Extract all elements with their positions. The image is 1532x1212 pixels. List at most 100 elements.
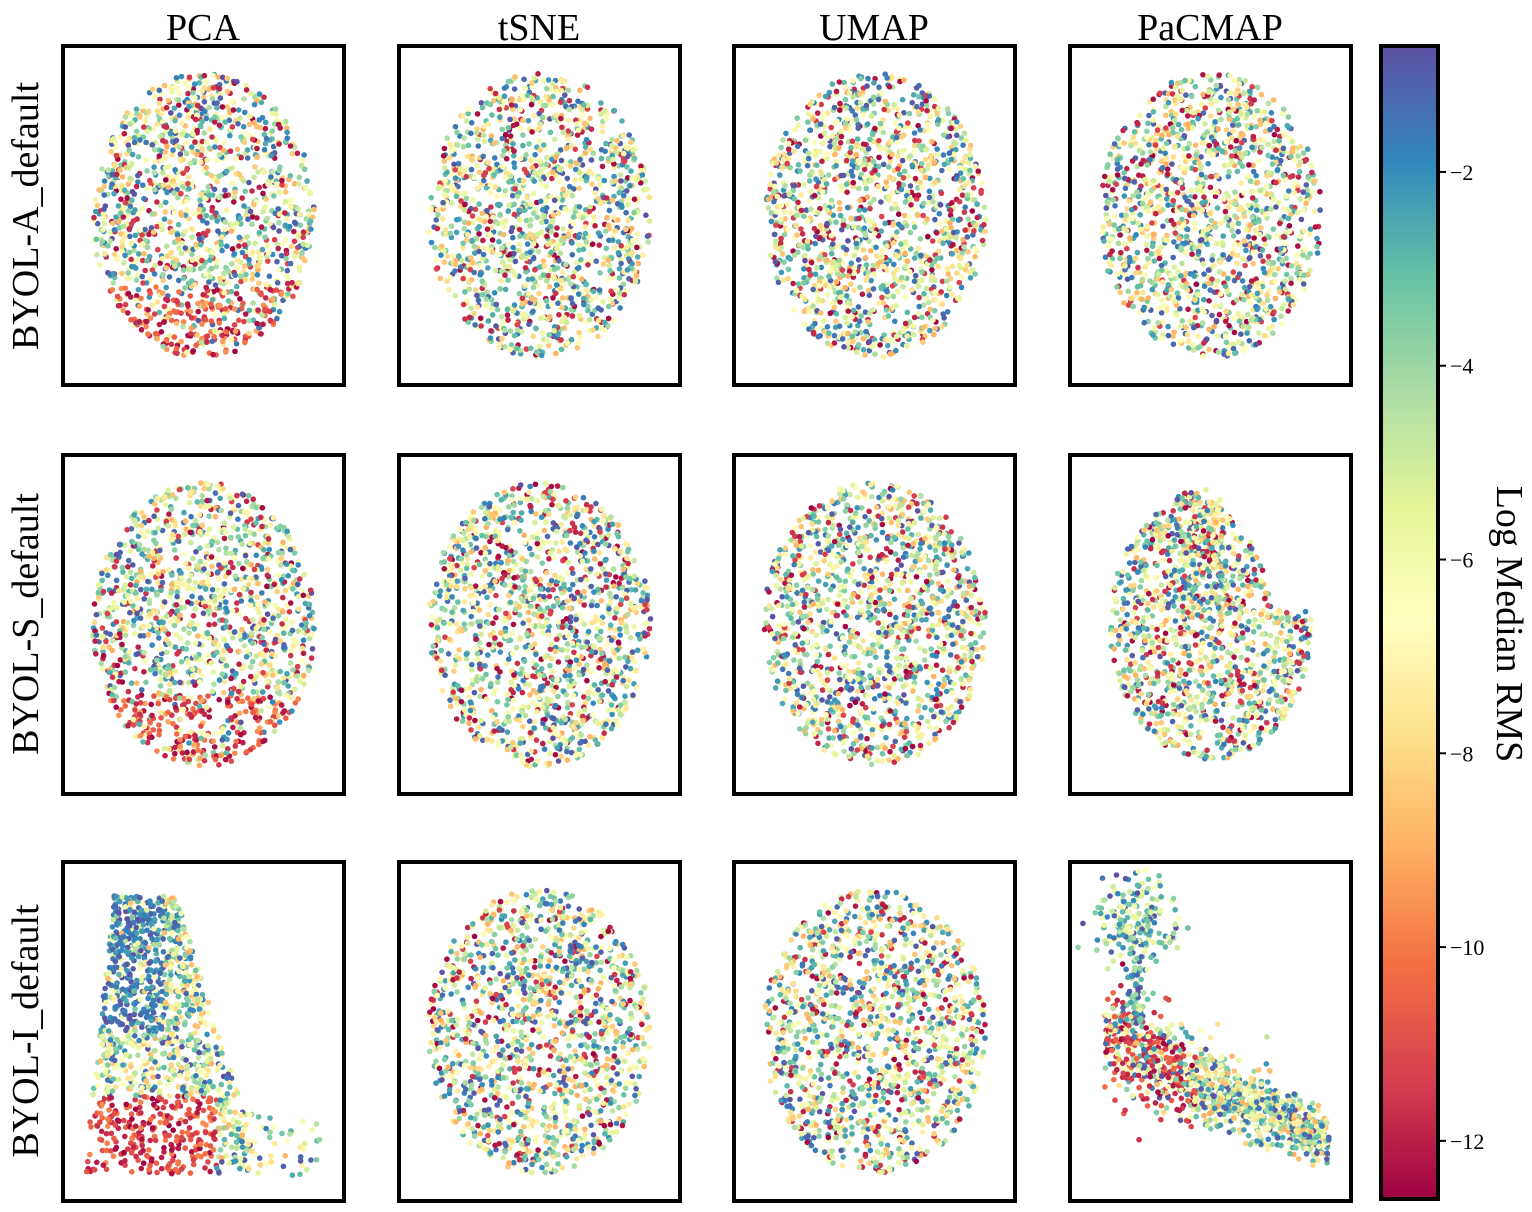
- scatter-point: [905, 120, 911, 126]
- scatter-point: [862, 179, 869, 186]
- row-label-byol-s: BYOL-S_default: [5, 493, 47, 755]
- scatter-point: [551, 197, 558, 204]
- scatter-point: [864, 194, 871, 200]
- scatter-point: [530, 235, 536, 241]
- scatter-point: [275, 267, 282, 273]
- scatter-point: [514, 193, 521, 200]
- scatter-point: [544, 338, 551, 344]
- scatter-point: [843, 105, 850, 111]
- scatter-point: [110, 136, 117, 142]
- scatter-point: [119, 174, 126, 180]
- scatter-point: [919, 184, 925, 191]
- scatter-point: [575, 234, 582, 241]
- scatter-point: [845, 300, 852, 306]
- scatter-point: [1253, 207, 1260, 213]
- scatter-point: [152, 186, 158, 193]
- scatter-point: [451, 161, 457, 168]
- scatter-point: [623, 209, 629, 216]
- scatter-point: [256, 184, 263, 191]
- scatter-point: [489, 312, 496, 318]
- scatter-point: [511, 164, 518, 171]
- scatter-point: [830, 258, 837, 265]
- scatter-point: [565, 136, 572, 143]
- scatter-point: [784, 160, 790, 167]
- scatter-point: [932, 296, 938, 303]
- scatter-point: [154, 299, 161, 305]
- scatter-point: [221, 270, 227, 277]
- scatter-point: [486, 165, 492, 172]
- scatter-point: [801, 181, 807, 188]
- scatter-point: [133, 297, 139, 304]
- scatter-point: [196, 80, 203, 86]
- scatter-point: [875, 163, 882, 170]
- scatter-point: [256, 254, 263, 261]
- scatter-point: [168, 204, 175, 211]
- scatter-point: [92, 197, 99, 203]
- scatter-point: [190, 90, 196, 96]
- scatter-point: [480, 132, 487, 139]
- scatter-point: [806, 326, 812, 332]
- scatter-point: [496, 251, 503, 257]
- scatter-point: [211, 186, 218, 193]
- scatter-point: [532, 267, 538, 273]
- scatter-point: [894, 253, 901, 259]
- scatter-point: [526, 291, 532, 297]
- scatter-point: [1157, 90, 1163, 96]
- scatter-point: [597, 270, 603, 276]
- scatter-point: [842, 314, 848, 321]
- scatter-point: [827, 310, 834, 317]
- scatter-point: [854, 164, 861, 171]
- scatter-point: [851, 252, 858, 259]
- scatter-point: [497, 114, 503, 120]
- scatter-point: [144, 244, 151, 251]
- scatter-point: [502, 187, 509, 194]
- scatter-point: [856, 215, 862, 222]
- scatter-point: [884, 336, 891, 343]
- scatter-point: [1114, 172, 1121, 178]
- scatter-point: [216, 122, 223, 128]
- scatter-point: [967, 275, 974, 281]
- scatter-point: [828, 232, 835, 239]
- scatter-point: [551, 266, 558, 273]
- scatter-point: [939, 167, 945, 174]
- row-label-byol-a: BYOL-A_default: [5, 82, 47, 350]
- scatter-point: [907, 196, 913, 202]
- scatter-point: [284, 129, 290, 136]
- scatter-point: [895, 211, 902, 217]
- scatter-point: [629, 249, 635, 256]
- scatter-point: [307, 189, 313, 195]
- scatter-point: [290, 293, 296, 300]
- scatter-point: [816, 283, 823, 289]
- scatter-point: [843, 246, 850, 253]
- scatter-point: [246, 330, 252, 337]
- scatter-point: [495, 220, 501, 227]
- scatter-point: [1179, 107, 1186, 114]
- scatter-point: [946, 166, 952, 173]
- scatter-point: [191, 210, 197, 217]
- scatter-point: [893, 234, 900, 241]
- scatter-point: [808, 206, 814, 212]
- scatter-point: [530, 190, 537, 197]
- scatter-point: [1251, 113, 1258, 119]
- scatter-point: [282, 222, 289, 228]
- scatter-point: [824, 135, 830, 142]
- scatter-point: [961, 209, 968, 215]
- scatter-point: [529, 95, 535, 101]
- scatter-point: [1115, 240, 1122, 247]
- scatter-point: [530, 308, 536, 315]
- scatter-point: [186, 186, 192, 192]
- scatter-point: [186, 74, 193, 80]
- scatter-point: [907, 229, 914, 236]
- scatter-point: [1184, 331, 1191, 338]
- scatter-point: [886, 197, 892, 203]
- scatter-point: [569, 313, 576, 319]
- scatter-point: [1303, 182, 1310, 188]
- scatter-point: [523, 169, 530, 176]
- scatter-point: [182, 140, 189, 146]
- scatter-point: [943, 292, 950, 299]
- scatter-point: [932, 277, 938, 284]
- scatter-point: [496, 106, 503, 113]
- scatter-point: [285, 275, 291, 281]
- scatter-point: [264, 215, 271, 222]
- scatter-point: [205, 184, 212, 190]
